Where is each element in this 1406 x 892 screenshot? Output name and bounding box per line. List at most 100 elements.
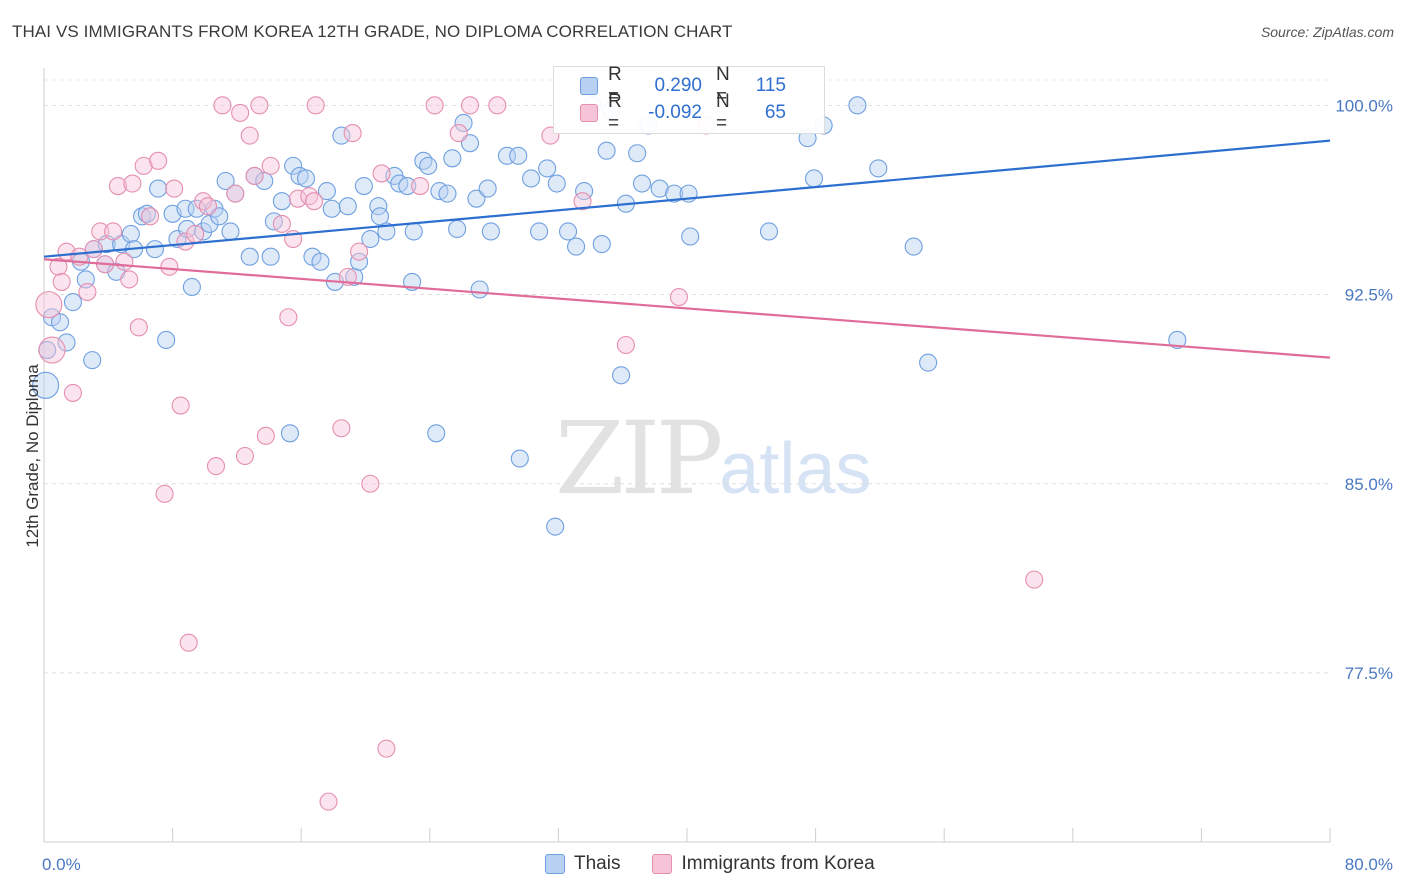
- point-korea: [206, 457, 226, 476]
- axis-labels: 100.0% 92.5% 85.0% 77.5% 0.0% 80.0% 12th Grade…: [23, 96, 1393, 874]
- n-label: N =: [716, 64, 730, 107]
- y-tick-label: 92.5%: [1345, 286, 1393, 305]
- point-korea: [115, 252, 134, 271]
- point-thais: [1168, 330, 1187, 349]
- point-thais: [149, 179, 168, 198]
- stats-legend: R = 0.290 N = 115 R = -0.092 N = 65: [553, 64, 825, 134]
- point-thais: [261, 247, 280, 266]
- point-thais: [538, 159, 557, 178]
- point-korea: [279, 308, 298, 327]
- point-thais: [632, 174, 652, 193]
- point-korea: [319, 792, 338, 811]
- point-korea: [52, 272, 71, 291]
- point-thais: [460, 134, 480, 153]
- point-thais: [547, 174, 566, 193]
- point-korea: [123, 174, 142, 193]
- point-korea: [343, 124, 362, 143]
- point-thais: [869, 159, 888, 178]
- point-thais: [63, 293, 82, 312]
- point-thais: [32, 371, 60, 399]
- point-korea: [155, 484, 174, 503]
- point-thais: [665, 184, 684, 203]
- point-thais: [597, 141, 616, 160]
- point-thais: [628, 144, 647, 163]
- point-thais: [255, 171, 274, 191]
- point-thais: [481, 222, 500, 241]
- point-korea: [1025, 570, 1044, 589]
- y-tick-label: 77.5%: [1345, 664, 1393, 683]
- point-thais: [338, 197, 357, 216]
- point-thais: [404, 222, 423, 241]
- point-thais: [322, 199, 341, 218]
- point-thais: [187, 199, 206, 218]
- point-korea: [63, 383, 82, 402]
- point-thais: [157, 330, 176, 349]
- point-thais: [454, 113, 473, 133]
- point-korea: [160, 257, 179, 276]
- y-tick-label: 85.0%: [1345, 475, 1393, 494]
- legend-item-korea[interactable]: Immigrants from Korea: [652, 853, 875, 875]
- point-korea: [377, 739, 396, 758]
- point-thais: [370, 207, 390, 226]
- point-korea: [372, 164, 391, 183]
- point-thais: [137, 204, 156, 223]
- point-thais: [311, 252, 330, 271]
- point-korea: [272, 214, 291, 233]
- point-korea: [250, 96, 269, 115]
- point-thais: [470, 280, 489, 299]
- x-tick-label: 0.0%: [42, 855, 81, 874]
- point-thais: [210, 207, 229, 226]
- point-korea: [425, 96, 444, 115]
- trend-line-korea: [43, 258, 1331, 359]
- legend-item-thais[interactable]: Thais: [545, 853, 620, 875]
- legend-row-korea: R = -0.092 N = 65: [580, 91, 786, 134]
- point-thais: [145, 240, 164, 259]
- point-korea: [213, 96, 232, 115]
- point-thais: [240, 247, 259, 266]
- point-thais: [510, 449, 529, 468]
- point-thais: [296, 169, 316, 188]
- point-korea: [300, 187, 319, 206]
- legend-swatch-thais: [580, 77, 598, 95]
- point-thais: [272, 192, 291, 211]
- point-thais: [332, 126, 351, 145]
- point-korea: [449, 124, 468, 143]
- point-korea: [134, 156, 153, 175]
- point-korea: [332, 419, 351, 438]
- watermark-atlas: atlas: [719, 429, 872, 509]
- point-thais: [558, 222, 578, 241]
- series-legend: Thais Immigrants from Korea: [545, 853, 907, 875]
- point-korea: [84, 240, 103, 259]
- point-korea: [171, 396, 190, 415]
- point-korea: [198, 197, 218, 216]
- x-tick-label: 80.0%: [1345, 855, 1393, 874]
- point-thais: [280, 424, 299, 443]
- point-thais: [681, 227, 700, 246]
- axes: [43, 68, 1331, 843]
- point-korea: [104, 222, 123, 241]
- legend-row-thais: R = 0.290 N = 115: [580, 64, 786, 107]
- point-korea: [179, 633, 198, 652]
- point-thais: [478, 179, 497, 198]
- point-korea: [165, 179, 184, 198]
- point-korea: [108, 177, 127, 196]
- point-thais: [443, 149, 462, 168]
- point-korea: [120, 270, 139, 289]
- point-thais: [848, 96, 867, 115]
- point-korea: [194, 192, 213, 211]
- watermark: ZIPatlas: [555, 400, 871, 517]
- grid-lines: [44, 79, 1330, 674]
- point-korea: [460, 96, 480, 115]
- source-label: Source: ZipAtlas.com: [1260, 24, 1394, 40]
- point-korea: [261, 156, 280, 175]
- point-korea: [305, 192, 324, 211]
- point-thais: [592, 235, 611, 254]
- point-thais: [904, 237, 923, 256]
- point-thais: [221, 222, 240, 241]
- legend-label-korea: Immigrants from Korea: [681, 853, 875, 874]
- data-points: [32, 96, 1187, 811]
- point-korea: [350, 242, 369, 261]
- point-korea: [226, 184, 245, 203]
- trend-lines: [43, 139, 1331, 359]
- r-label: R =: [608, 64, 622, 107]
